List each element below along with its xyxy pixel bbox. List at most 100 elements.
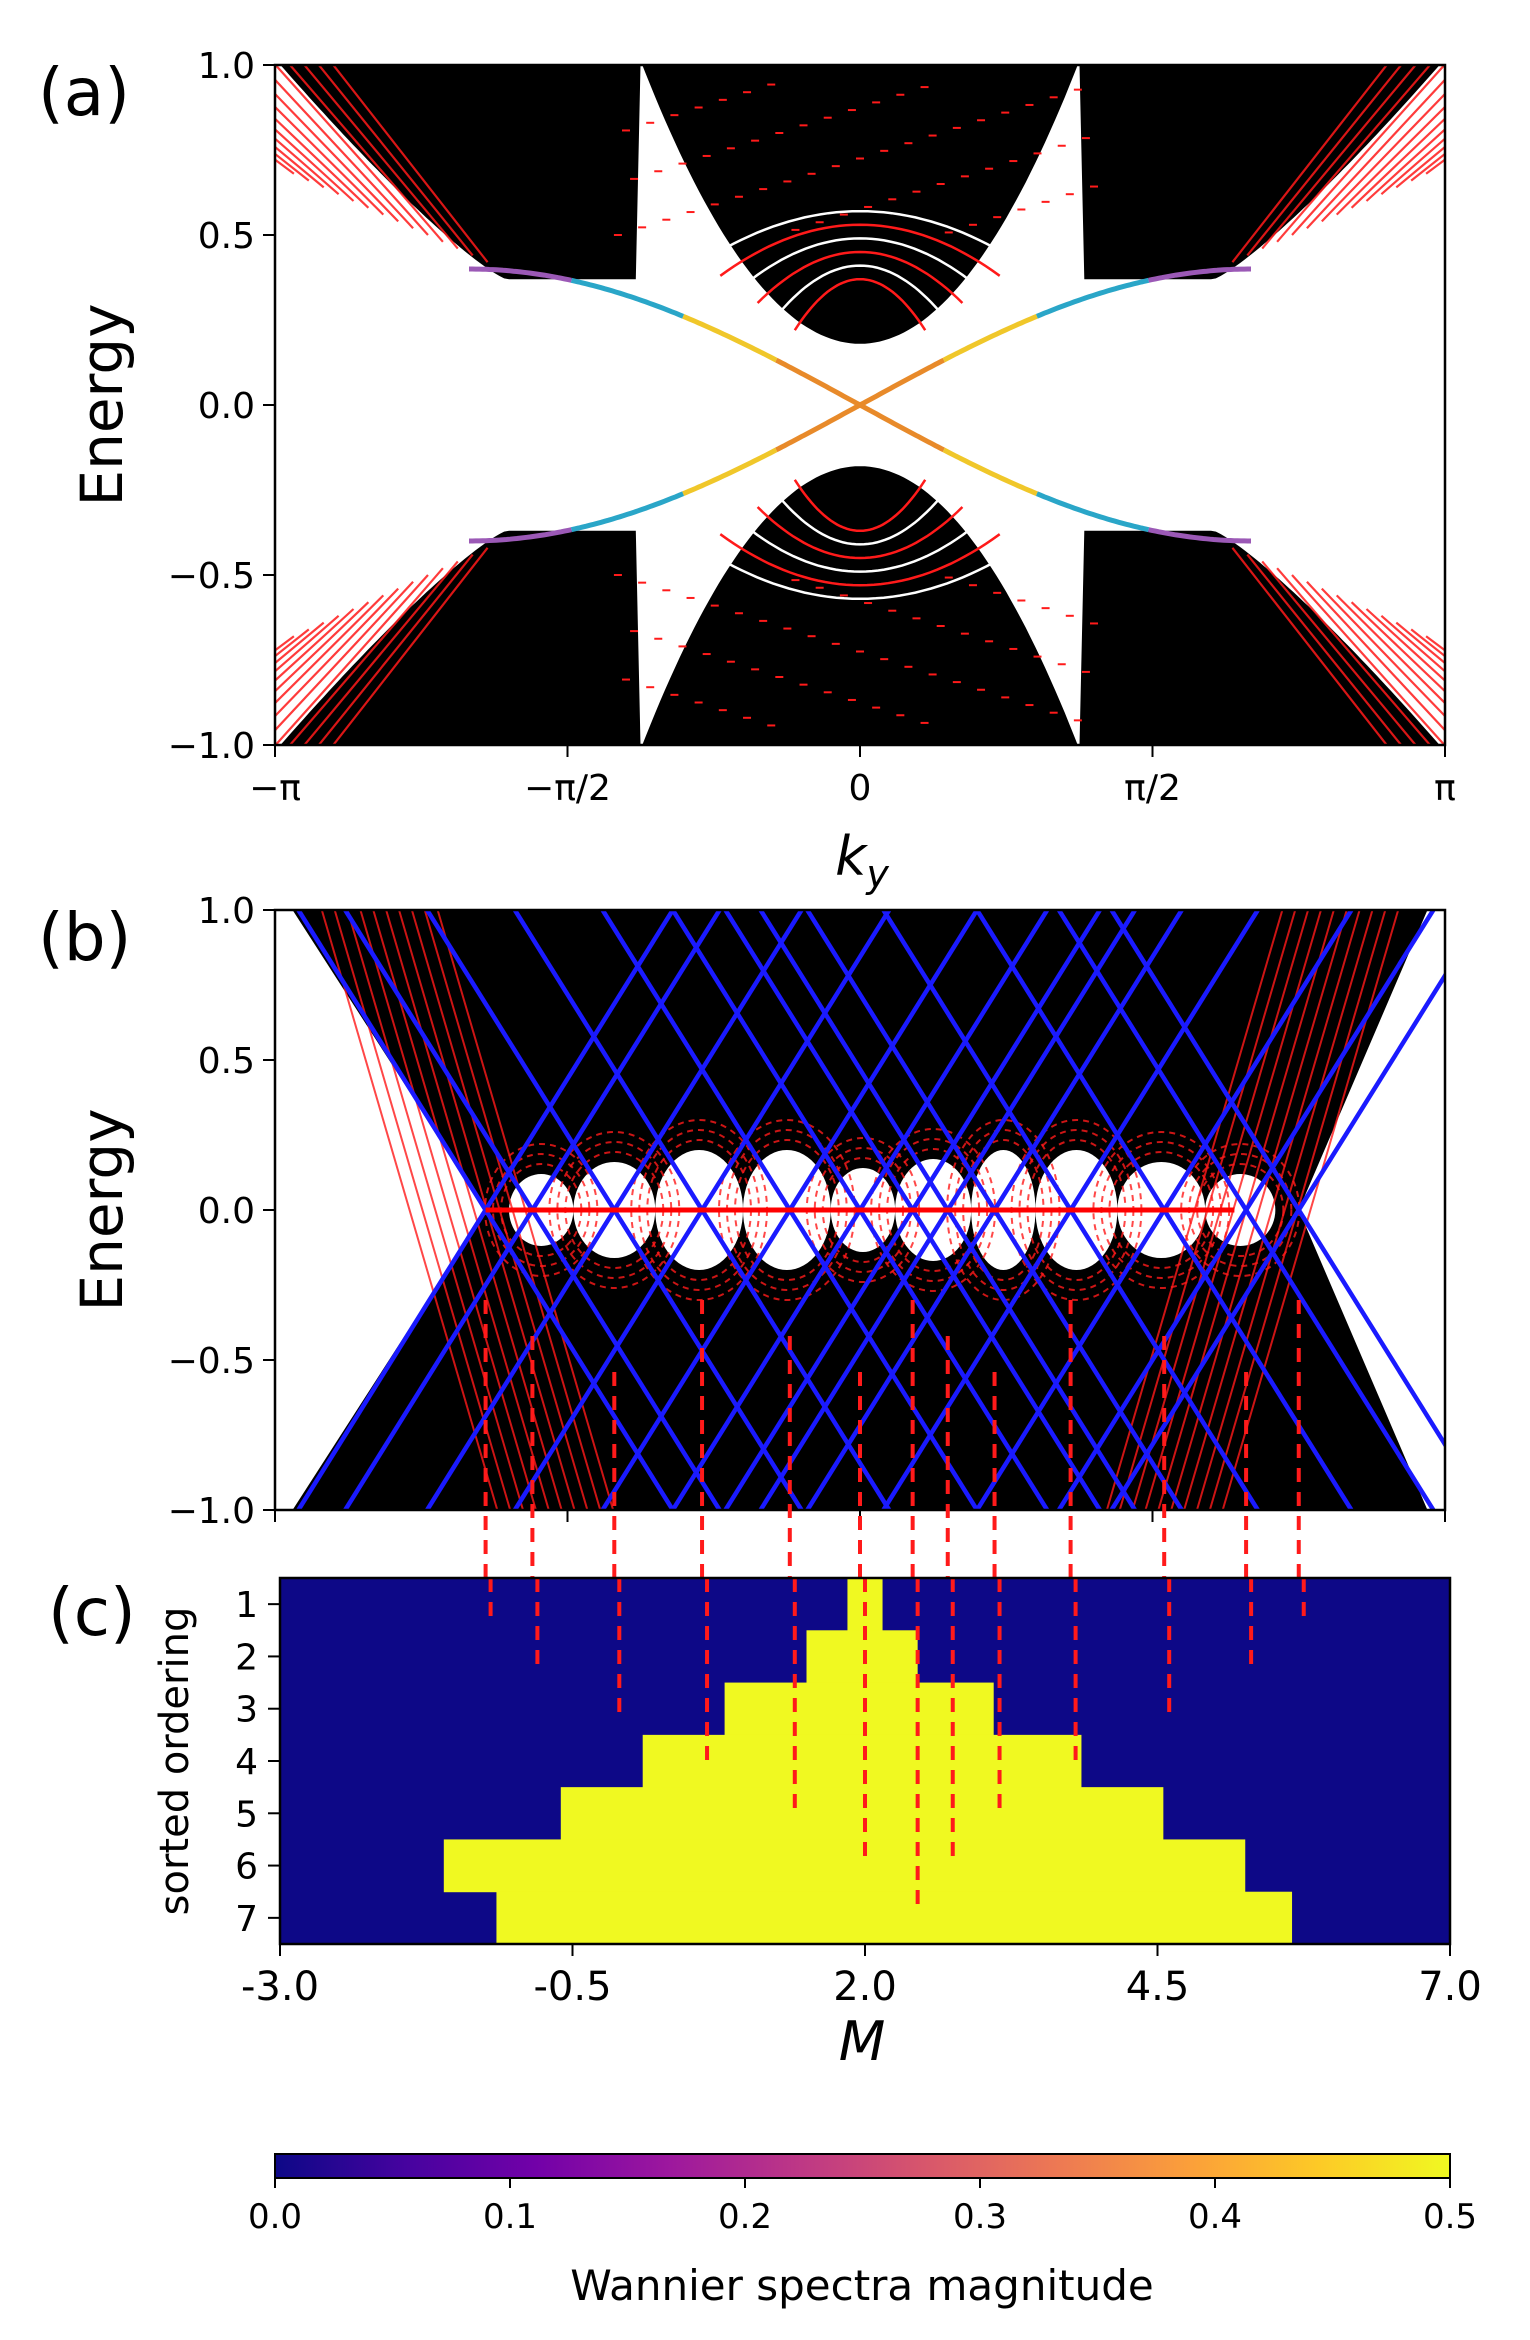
energy-line (700, 910, 892, 1212)
bulk-highlight-line (275, 574, 429, 745)
bulk-highlight-line (275, 117, 370, 209)
panel-a-xlabel: ky (835, 825, 889, 896)
bulk-highlight-line (333, 910, 512, 1510)
energy-line (425, 910, 617, 1212)
bulk-highlight-line (1231, 65, 1389, 263)
panel-b-ylabel: Energy (68, 1108, 136, 1311)
colorbar-tick-label: 0.1 (483, 2197, 537, 2237)
energy-line (296, 1208, 488, 1510)
energy-line (975, 910, 1167, 1212)
edge-state-line (942, 313, 1038, 363)
edge-state-line (469, 527, 572, 544)
bulk-highlight-line (275, 145, 325, 189)
bulk-highlight-line (1321, 587, 1445, 718)
energy-line (1162, 1208, 1354, 1510)
panel-c-xtick-label: -3.0 (241, 1964, 319, 2010)
edge-state-line (1035, 277, 1150, 319)
heatmap-cell (496, 1891, 1293, 1945)
bulk-highlight-line (1365, 608, 1445, 683)
panel-c-ytick-label: 2 (235, 1637, 258, 1678)
bulk-arc (719, 223, 1001, 277)
panel-c-xtick-label: 2.0 (833, 1964, 897, 2010)
edge-state-line (775, 402, 862, 453)
bulk-highlight-line (1170, 910, 1348, 1510)
panel-a-xtick-label: −π (249, 768, 301, 809)
panel-a-xtick-label: π/2 (1124, 768, 1181, 809)
bulk-highlight-line (288, 567, 444, 745)
bulk-highlight-line (275, 581, 414, 732)
bulk-highlight-line (1306, 581, 1445, 732)
colorbar-gradient (274, 2153, 1451, 2179)
energy-line (343, 1208, 535, 1510)
bulk-band-lower (280, 466, 1440, 745)
edge-state-line (942, 447, 1038, 497)
bulk-highlight-line (317, 65, 474, 257)
energy-line (670, 1208, 862, 1510)
edge-state-line (858, 357, 945, 408)
colorbar-tick-label: 0.0 (248, 2197, 302, 2237)
edge-state-line (1148, 527, 1251, 544)
panel-a-xtick-label: π (1434, 768, 1456, 809)
energy-line (512, 910, 704, 1212)
bulk-highlight-line (1246, 65, 1403, 257)
bulk-highlight-line (302, 65, 459, 250)
energy-line (600, 1208, 792, 1510)
edge-state-line (1035, 491, 1150, 533)
panel-a-xtick-label: 0 (849, 768, 872, 809)
energy-line (600, 910, 792, 1212)
bulk-highlight-line (372, 910, 550, 1510)
energy-line (296, 910, 488, 1212)
bulk-arc (775, 492, 945, 546)
heatmap-cell (642, 1734, 1082, 1788)
edge-state-line (469, 266, 572, 283)
energy-line (670, 910, 862, 1212)
panel-a-ylabel: Energy (68, 303, 136, 506)
heatmap-cell (724, 1682, 994, 1736)
energy-line (1244, 910, 1436, 1212)
bulk-highlight-line (1380, 137, 1445, 196)
bulk-highlight-line (1335, 105, 1445, 216)
energy-line (512, 1208, 704, 1510)
bulk-highlight-line (288, 65, 444, 243)
bulk-arc (793, 479, 927, 533)
energy-line (1296, 1208, 1445, 1449)
energy-line (1068, 910, 1260, 1212)
bulk-highlight-line (275, 601, 370, 693)
colorbar-tick-label: 0.2 (718, 2197, 772, 2237)
bulk-highlight-arc (1196, 1163, 1285, 1257)
energy-line (1162, 910, 1354, 1212)
panel-c-ytick-label: 4 (235, 1742, 258, 1783)
bulk-highlight-line (275, 65, 429, 236)
panel-a-ytick-label: 0.0 (198, 386, 255, 427)
energy-line (1244, 1208, 1436, 1510)
bulk-arc (738, 237, 982, 291)
bulk-arc (701, 209, 1019, 264)
panel-label-a: (a) (38, 54, 130, 131)
panel-b-ytick-label: 1.0 (198, 891, 255, 932)
bulk-highlight-line (275, 152, 310, 182)
panel-label-b: (b) (38, 899, 131, 976)
bulk-highlight-line (275, 137, 340, 196)
bulk-arc (719, 533, 1001, 587)
bulk-highlight-line (1276, 567, 1432, 745)
bulk-highlight-line (275, 127, 355, 202)
energy-line (945, 1208, 1137, 1510)
bulk-highlight-line (1335, 594, 1445, 705)
bulk-highlight-line (275, 594, 385, 705)
energy-line (1056, 910, 1249, 1212)
bulk-arc (756, 250, 964, 304)
colorbar-tick-label: 0.3 (953, 2197, 1007, 2237)
edge-state-line (1148, 266, 1251, 283)
energy-line (1056, 1208, 1249, 1510)
energy-line (805, 910, 997, 1212)
panel-label-c: (c) (48, 1574, 136, 1651)
bulk-highlight-line (1261, 560, 1418, 745)
panel-a-ytick-label: −0.5 (168, 556, 255, 597)
bulk-highlight-line (1395, 145, 1445, 189)
bulk-band-upper (280, 65, 1440, 344)
energy-line (723, 910, 915, 1212)
energy-line (612, 1208, 804, 1510)
edge-state-line (570, 277, 685, 319)
edge-state-line (570, 491, 685, 533)
